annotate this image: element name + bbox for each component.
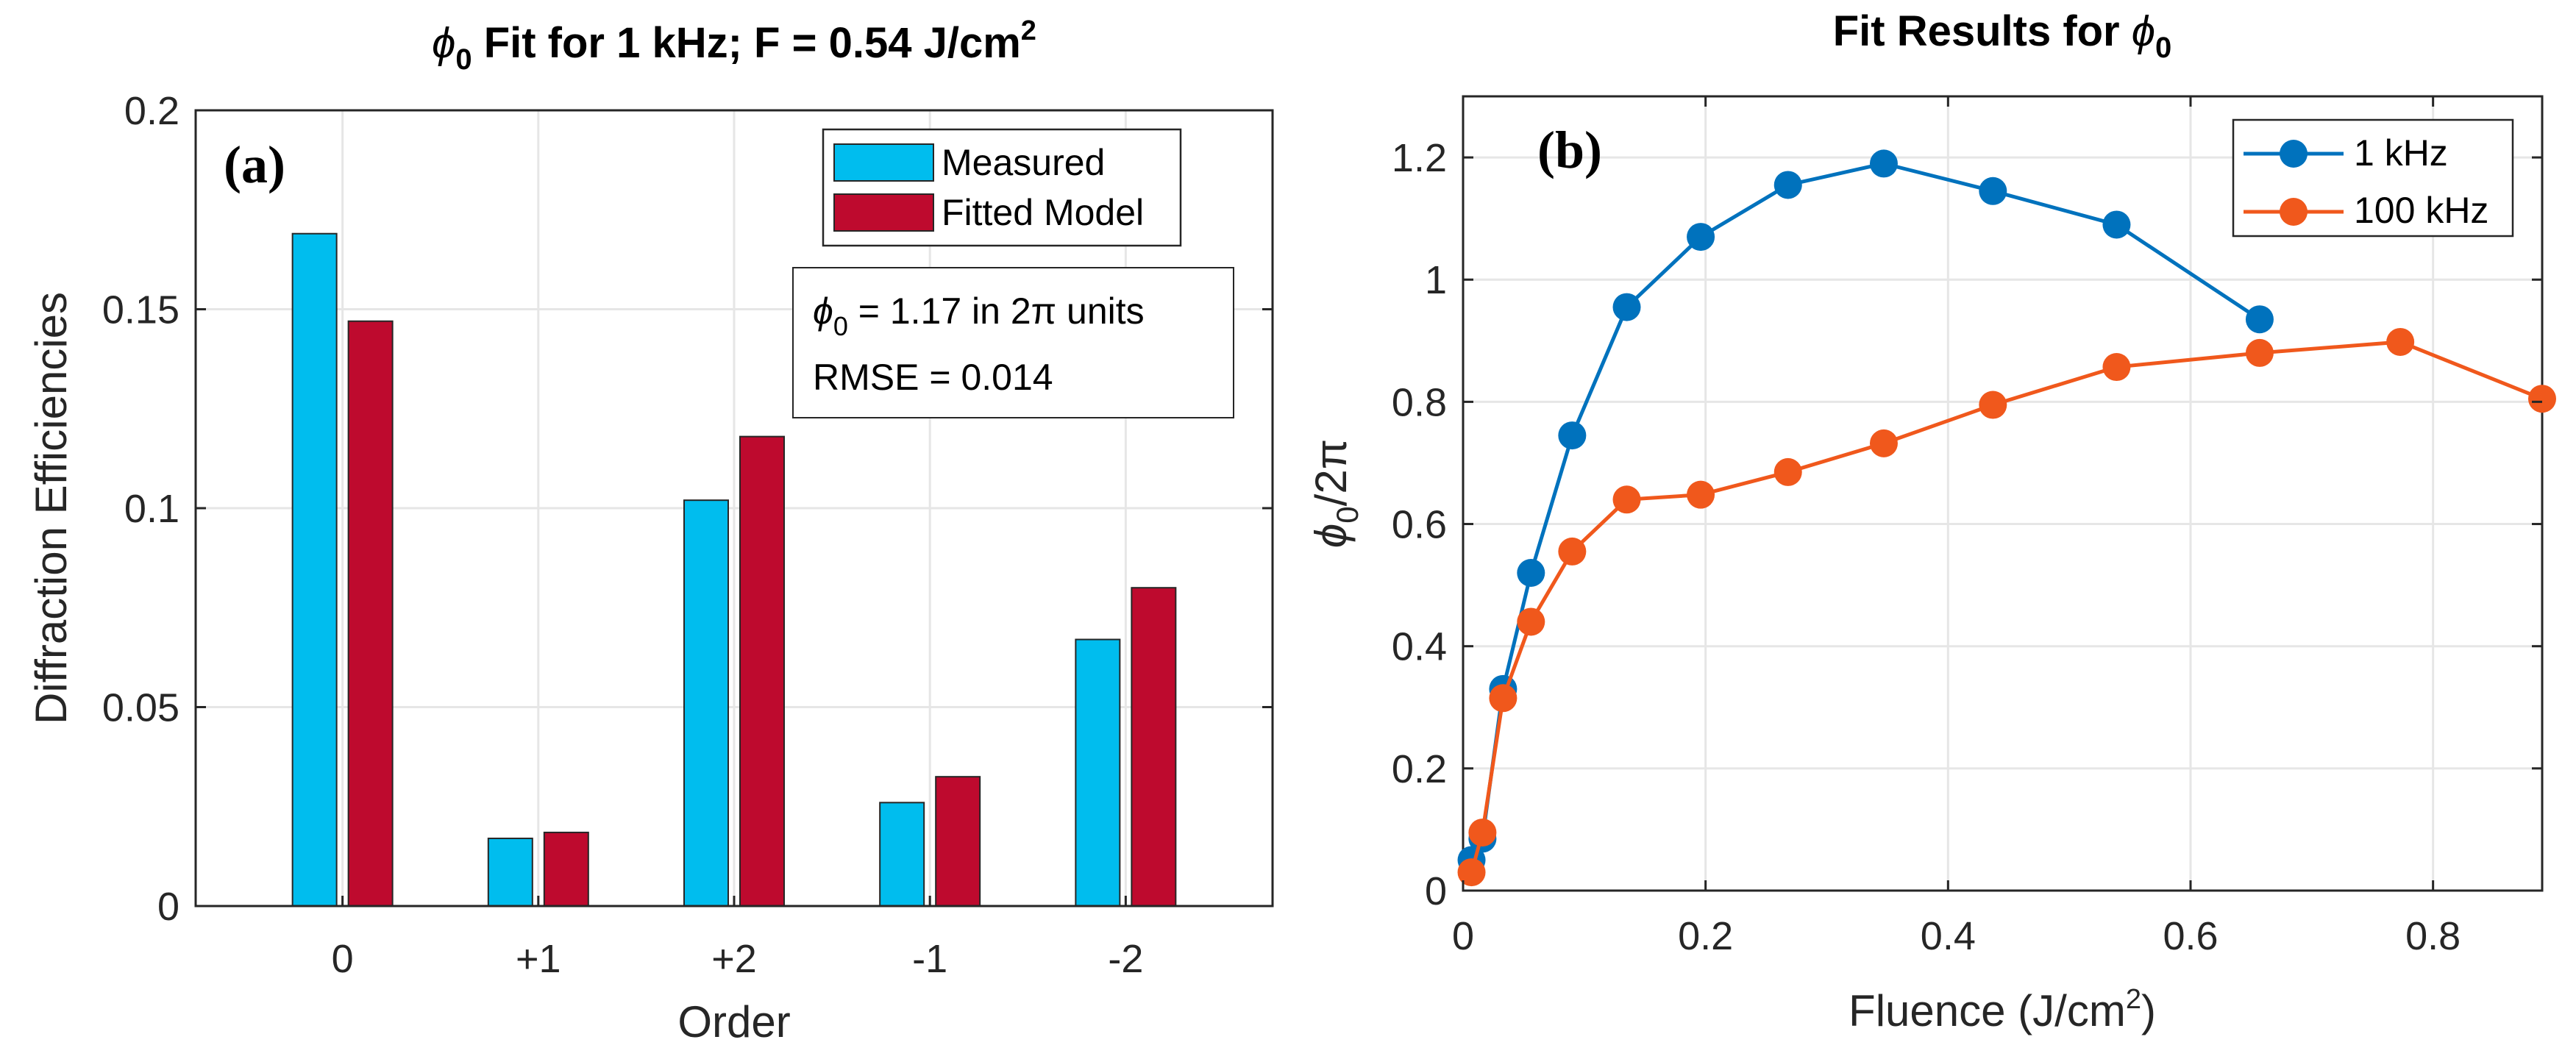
bar-fitted-model (935, 776, 981, 908)
legend-label-100khz: 100 kHz (2354, 190, 2488, 231)
bar-fitted-model (347, 320, 394, 908)
data-point-100-khz (1773, 457, 1802, 486)
data-point-100-khz (2102, 353, 2131, 382)
bar-fitted-model (543, 831, 589, 908)
series-line-1-khz (1470, 161, 2261, 861)
y-tick-label: 0 (1425, 869, 1447, 913)
data-point-100-khz (1468, 819, 1497, 847)
y-tick-label: 0.05 (102, 686, 179, 730)
data-point-100-khz (2528, 385, 2556, 413)
x-axis-label: Order (677, 997, 790, 1046)
chart-b: 0 0.2 0.4 0.6 0.8 1 1.2 0 0.2 0.4 0.6 0.8 Fit Resul… (1306, 7, 2556, 1035)
x-tick-label: 0.6 (2163, 914, 2218, 958)
legend-marker-100-khz (2280, 198, 2308, 226)
annotation-rmse: RMSE = 0.014 (813, 357, 1053, 398)
x-tick-label: +2 (711, 937, 757, 981)
data-point-1-khz (1612, 293, 1641, 321)
data-point-1-khz (1687, 223, 1715, 252)
x-tick-label: +1 (516, 937, 561, 981)
bar-measured (1075, 638, 1121, 908)
annotation-box: ϕ0 = 1.17 in 2π units RMSE = 0.014 (792, 267, 1234, 418)
chart-title: Fit Results for ϕ0 (1833, 7, 2172, 64)
x-tick-label: 0 (332, 937, 354, 981)
panel-label: (b) (1537, 121, 1602, 179)
x-axis-label: Fluence (J/cm2) (1849, 984, 2156, 1035)
panel-label: (a) (224, 135, 285, 194)
data-point-1-khz (1869, 149, 1898, 178)
y-tick-label: 0.4 (1392, 625, 1447, 669)
legend: Measured Fitted Model (822, 128, 1182, 247)
annotation-phi: ϕ0 = 1.17 in 2π units (813, 290, 1145, 341)
bar-fitted-model (739, 435, 785, 907)
legend-marker-1-khz (2280, 140, 2308, 168)
data-point-1-khz (2245, 305, 2274, 334)
y-tick-label: 0.2 (1392, 747, 1447, 791)
data-point-100-khz (2245, 338, 2274, 367)
data-point-100-khz (1517, 607, 1545, 636)
y-tick-label: 0.8 (1392, 380, 1447, 424)
x-tick-label: -2 (1108, 937, 1143, 981)
series-line-100-khz (1470, 340, 2543, 873)
x-tick-label: 0 (1452, 914, 1474, 958)
bars (291, 232, 1177, 908)
tick-labels: 0 0.2 0.4 0.6 0.8 1 1.2 0 0.2 0.4 0.6 0.8 (1392, 96, 2542, 958)
legend-label-measured: Measured (942, 142, 1105, 183)
y-axis-label: Diffraction Efficiencies (26, 292, 76, 724)
legend-box (2232, 118, 2514, 238)
legend: 1 kHz 100 kHz (2232, 118, 2514, 238)
legend-label-1khz: 1 kHz (2354, 132, 2448, 174)
chart-a: 0 0.05 0.1 0.15 0.2 0 +1 +2 -1 -2 ϕ0 Fit for 1 kH… (26, 15, 1274, 1046)
data-point-100-khz (1869, 429, 1898, 457)
legend-swatch-fitted (833, 193, 934, 232)
data-point-100-khz (1979, 391, 2007, 419)
bar-measured (487, 838, 533, 908)
axes-box (1462, 95, 2544, 892)
tick-labels: 0 0.05 0.1 0.15 0.2 0 +1 +2 -1 -2 (102, 89, 1273, 981)
x-tick-label: 0.2 (1678, 914, 1733, 958)
data-point-1-khz (1517, 559, 1545, 587)
data-point-1-khz (1773, 171, 1802, 199)
legend-label-fitted: Fitted Model (942, 192, 1144, 233)
legend-swatch-measured (833, 143, 934, 182)
series-lines (1457, 149, 2556, 887)
x-tick-label: 0.8 (2405, 914, 2461, 958)
y-tick-label: 0.6 (1392, 503, 1447, 547)
data-point-100-khz (2386, 327, 2415, 356)
bar-fitted-model (1131, 587, 1177, 907)
x-tick-label: -1 (912, 937, 947, 981)
data-point-100-khz (1558, 537, 1587, 566)
chart-title: ϕ0 Fit for 1 kHz; F = 0.54 J/cm2 (432, 15, 1036, 76)
y-tick-label: 0.1 (124, 487, 179, 531)
y-tick-label: 0.2 (124, 89, 179, 133)
y-axis-label: ϕ0/2π (1306, 439, 1365, 548)
data-point-100-khz (1612, 485, 1641, 514)
data-point-1-khz (2102, 210, 2131, 239)
data-point-1-khz (1979, 176, 2007, 205)
data-point-1-khz (1558, 421, 1587, 450)
data-point-100-khz (1489, 684, 1518, 713)
data-point-100-khz (1457, 858, 1486, 887)
bar-measured (683, 499, 729, 907)
y-tick-label: 0 (157, 885, 179, 929)
bar-measured (291, 232, 338, 907)
y-tick-label: 0.15 (102, 288, 179, 332)
x-tick-label: 0.4 (1921, 914, 1976, 958)
data-point-100-khz (1687, 480, 1715, 509)
y-tick-label: 1 (1425, 258, 1447, 302)
bar-measured (879, 802, 925, 907)
y-tick-label: 1.2 (1392, 136, 1447, 180)
